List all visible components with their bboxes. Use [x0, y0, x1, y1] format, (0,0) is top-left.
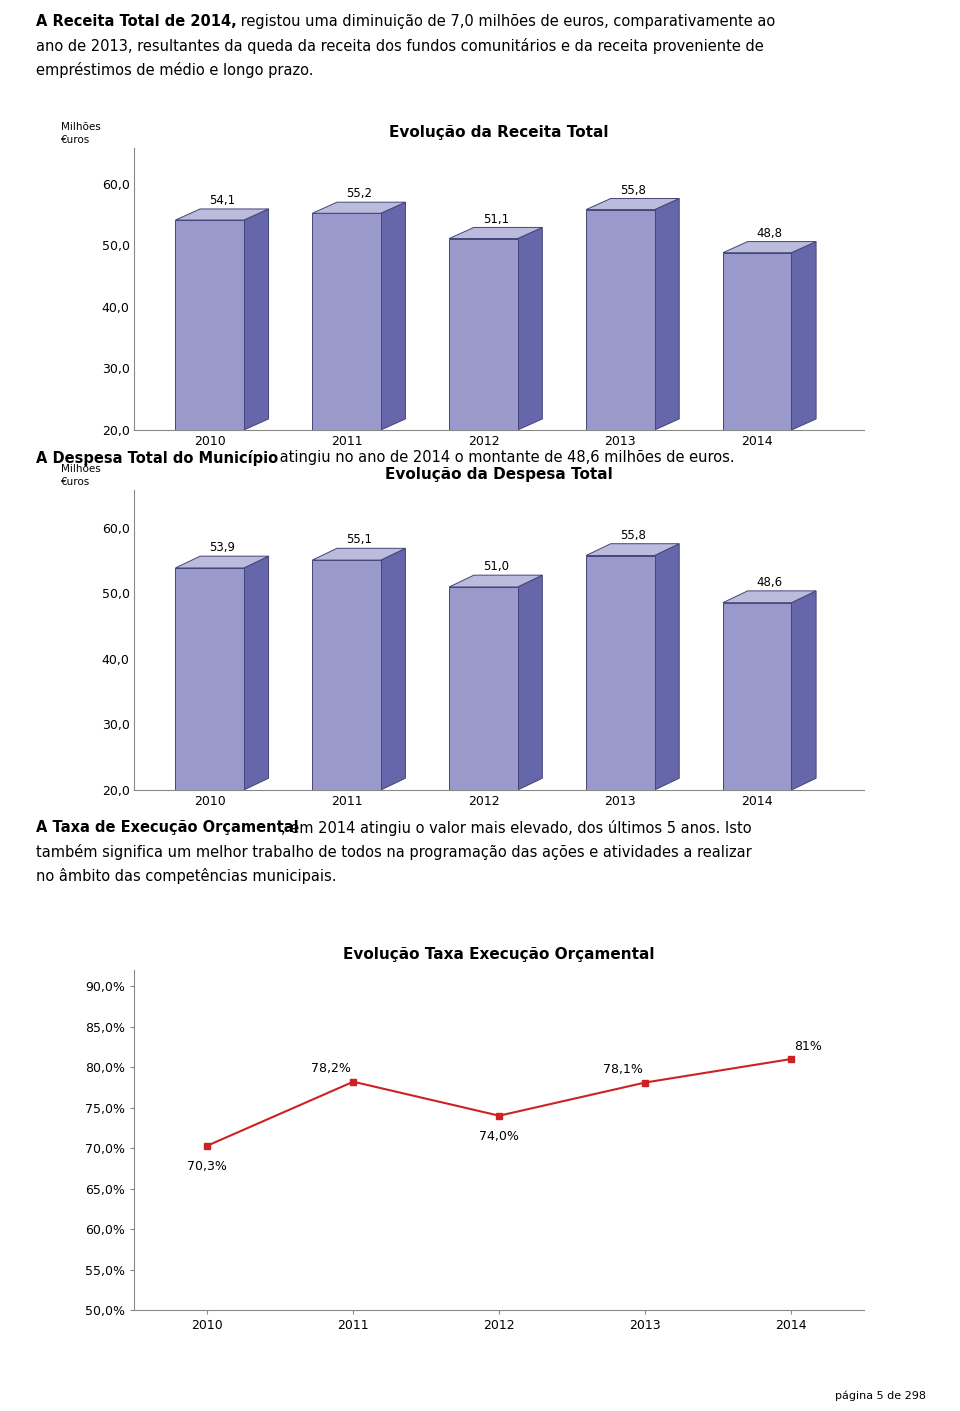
Text: 48,6: 48,6: [756, 576, 782, 588]
Text: página 5 de 298: página 5 de 298: [835, 1390, 926, 1401]
Text: 48,8: 48,8: [756, 227, 782, 240]
Title: Evolução da Despesa Total: Evolução da Despesa Total: [385, 467, 613, 483]
Text: Milhões
€uros: Milhões €uros: [61, 464, 101, 487]
Title: Evolução da Receita Total: Evolução da Receita Total: [390, 126, 609, 140]
Bar: [723, 253, 791, 430]
Bar: [312, 560, 381, 790]
Polygon shape: [176, 556, 269, 569]
Text: também significa um melhor trabalho de todos na programação das ações e atividad: também significa um melhor trabalho de t…: [36, 844, 753, 859]
Text: 78,2%: 78,2%: [311, 1062, 351, 1075]
Text: A Despesa Total do Município: A Despesa Total do Município: [36, 450, 278, 466]
Polygon shape: [517, 227, 542, 430]
Bar: [449, 587, 517, 790]
Polygon shape: [791, 591, 816, 790]
Polygon shape: [655, 199, 680, 430]
Bar: [176, 569, 244, 790]
Text: 70,3%: 70,3%: [187, 1160, 228, 1173]
Bar: [312, 213, 381, 430]
Polygon shape: [791, 241, 816, 430]
Bar: [587, 210, 655, 430]
Text: 51,1: 51,1: [483, 213, 509, 226]
Bar: [176, 220, 244, 430]
Text: 55,2: 55,2: [346, 188, 372, 200]
Text: 55,8: 55,8: [620, 183, 646, 196]
Text: A Receita Total de 2014,: A Receita Total de 2014,: [36, 14, 237, 30]
Text: 51,0: 51,0: [483, 560, 509, 573]
Text: , em 2014 atingiu o valor mais elevado, dos últimos 5 anos. Isto: , em 2014 atingiu o valor mais elevado, …: [281, 820, 752, 835]
Text: A Taxa de Execução Orçamental: A Taxa de Execução Orçamental: [36, 820, 300, 835]
Polygon shape: [312, 549, 405, 560]
Polygon shape: [655, 543, 680, 790]
Polygon shape: [723, 591, 816, 602]
Text: 53,9: 53,9: [209, 542, 235, 555]
Text: ano de 2013, resultantes da queda da receita dos fundos comunitários e da receit: ano de 2013, resultantes da queda da rec…: [36, 38, 764, 54]
Polygon shape: [517, 576, 542, 790]
Polygon shape: [244, 209, 269, 430]
Polygon shape: [381, 202, 405, 430]
Text: 78,1%: 78,1%: [603, 1062, 643, 1077]
Text: 54,1: 54,1: [209, 195, 235, 207]
Text: Milhões
€uros: Milhões €uros: [61, 121, 101, 145]
Text: atingiu no ano de 2014 o montante de 48,6 milhões de euros.: atingiu no ano de 2014 o montante de 48,…: [275, 450, 734, 466]
Polygon shape: [244, 556, 269, 790]
Text: 55,8: 55,8: [620, 529, 646, 542]
Polygon shape: [381, 549, 405, 790]
Polygon shape: [449, 227, 542, 238]
Text: registou uma diminuição de 7,0 milhões de euros, comparativamente ao: registou uma diminuição de 7,0 milhões d…: [236, 14, 776, 30]
Polygon shape: [587, 543, 680, 556]
Text: 74,0%: 74,0%: [479, 1130, 519, 1143]
Bar: [723, 602, 791, 790]
Polygon shape: [587, 199, 680, 210]
Bar: [587, 556, 655, 790]
Title: Evolução Taxa Execução Orçamental: Evolução Taxa Execução Orçamental: [344, 947, 655, 962]
Polygon shape: [449, 576, 542, 587]
Polygon shape: [312, 202, 405, 213]
Polygon shape: [176, 209, 269, 220]
Polygon shape: [723, 241, 816, 253]
Text: no âmbito das competências municipais.: no âmbito das competências municipais.: [36, 868, 337, 885]
Text: 55,1: 55,1: [346, 533, 372, 546]
Text: 81%: 81%: [795, 1040, 823, 1053]
Bar: [449, 238, 517, 430]
Text: empréstimos de médio e longo prazo.: empréstimos de médio e longo prazo.: [36, 62, 314, 78]
